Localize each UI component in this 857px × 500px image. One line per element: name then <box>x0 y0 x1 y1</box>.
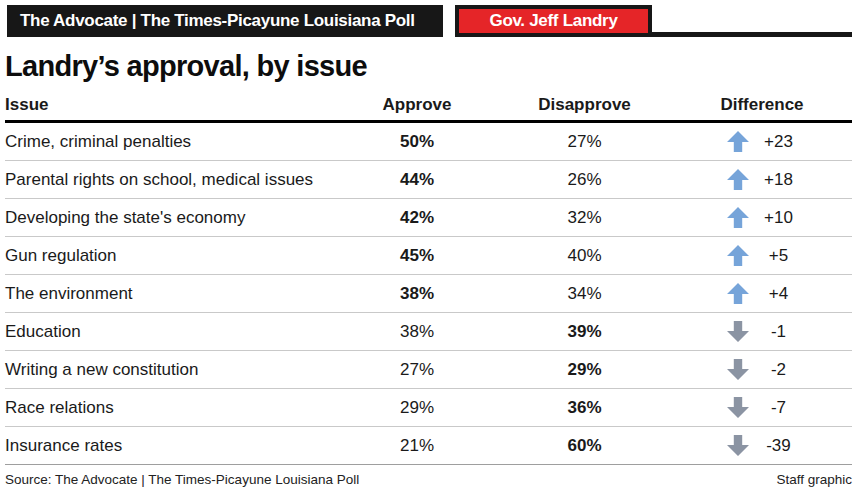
disapprove-cell: 39% <box>497 322 672 342</box>
issue-cell: The environment <box>5 284 337 304</box>
difference-cell: +18 <box>672 169 852 190</box>
table-row: Developing the state's economy 42% 32% +… <box>5 199 852 237</box>
table-row: Gun regulation 45% 40% +5 <box>5 237 852 275</box>
page-title: Landry’s approval, by issue <box>5 50 367 83</box>
issue-cell: Race relations <box>5 398 337 418</box>
table-row: Insurance rates 21% 60% -39 <box>5 427 852 465</box>
masthead-bar-label: The Advocate | The Times-Picayune Louisi… <box>20 11 415 31</box>
difference-value: +5 <box>760 246 798 266</box>
source-line: Source: The Advocate | The Times-Picayun… <box>5 472 359 487</box>
approve-cell: 29% <box>337 398 497 418</box>
issue-cell: Education <box>5 322 337 342</box>
approve-cell: 42% <box>337 208 497 228</box>
subject-badge: Gov. Jeff Landry <box>459 9 648 33</box>
disapprove-cell: 36% <box>497 398 672 418</box>
issue-cell: Gun regulation <box>5 246 337 266</box>
difference-value: -7 <box>760 398 798 418</box>
approve-cell: 50% <box>337 132 497 152</box>
subject-badge-label: Gov. Jeff Landry <box>489 11 617 31</box>
approve-cell: 27% <box>337 360 497 380</box>
footer: Source: The Advocate | The Times-Picayun… <box>5 472 852 487</box>
table-row: The environment 38% 34% +4 <box>5 275 852 313</box>
poll-table: Issue Approve Disapprove Difference Crim… <box>5 90 852 465</box>
header-approve: Approve <box>337 95 497 120</box>
difference-cell: -39 <box>672 435 852 456</box>
table-body: Crime, criminal penalties 50% 27% +23 Pa… <box>5 123 852 465</box>
up-arrow-icon <box>727 207 749 228</box>
difference-cell: +10 <box>672 207 852 228</box>
difference-value: +4 <box>760 284 798 304</box>
issue-cell: Parental rights on school, medical issue… <box>5 170 337 190</box>
down-arrow-icon <box>727 435 749 456</box>
masthead-bar: The Advocate | The Times-Picayune Louisi… <box>7 5 443 37</box>
disapprove-cell: 34% <box>497 284 672 304</box>
approve-cell: 38% <box>337 322 497 342</box>
difference-cell: -2 <box>672 359 852 380</box>
up-arrow-icon <box>727 169 749 190</box>
disapprove-cell: 32% <box>497 208 672 228</box>
disapprove-cell: 40% <box>497 246 672 266</box>
disapprove-cell: 29% <box>497 360 672 380</box>
difference-cell: +23 <box>672 131 852 152</box>
difference-cell: +5 <box>672 245 852 266</box>
difference-value: +18 <box>760 170 798 190</box>
difference-value: -1 <box>760 322 798 342</box>
disapprove-cell: 26% <box>497 170 672 190</box>
disapprove-cell: 27% <box>497 132 672 152</box>
down-arrow-icon <box>727 321 749 342</box>
table-header-row: Issue Approve Disapprove Difference <box>5 90 852 123</box>
header-disapprove: Disapprove <box>497 95 672 120</box>
difference-value: -2 <box>760 360 798 380</box>
difference-cell: +4 <box>672 283 852 304</box>
up-arrow-icon <box>727 283 749 304</box>
masthead: The Advocate | The Times-Picayune Louisi… <box>7 5 852 37</box>
masthead-rule <box>652 32 852 37</box>
approve-cell: 21% <box>337 436 497 456</box>
header-issue: Issue <box>5 95 337 120</box>
subject-badge-frame: Gov. Jeff Landry <box>455 5 652 37</box>
issue-cell: Insurance rates <box>5 436 337 456</box>
approve-cell: 45% <box>337 246 497 266</box>
up-arrow-icon <box>727 131 749 152</box>
issue-cell: Writing a new constitution <box>5 360 337 380</box>
issue-cell: Developing the state's economy <box>5 208 337 228</box>
table-row: Writing a new constitution 27% 29% -2 <box>5 351 852 389</box>
down-arrow-icon <box>727 397 749 418</box>
table-row: Education 38% 39% -1 <box>5 313 852 351</box>
difference-value: +23 <box>760 132 798 152</box>
down-arrow-icon <box>727 359 749 380</box>
header-difference: Difference <box>672 95 852 120</box>
up-arrow-icon <box>727 245 749 266</box>
issue-cell: Crime, criminal penalties <box>5 132 337 152</box>
difference-cell: -1 <box>672 321 852 342</box>
difference-cell: -7 <box>672 397 852 418</box>
approve-cell: 38% <box>337 284 497 304</box>
approve-cell: 44% <box>337 170 497 190</box>
credit-line: Staff graphic <box>776 472 852 487</box>
table-row: Race relations 29% 36% -7 <box>5 389 852 427</box>
table-row: Crime, criminal penalties 50% 27% +23 <box>5 123 852 161</box>
table-row: Parental rights on school, medical issue… <box>5 161 852 199</box>
difference-value: -39 <box>760 436 798 456</box>
difference-value: +10 <box>760 208 798 228</box>
disapprove-cell: 60% <box>497 436 672 456</box>
